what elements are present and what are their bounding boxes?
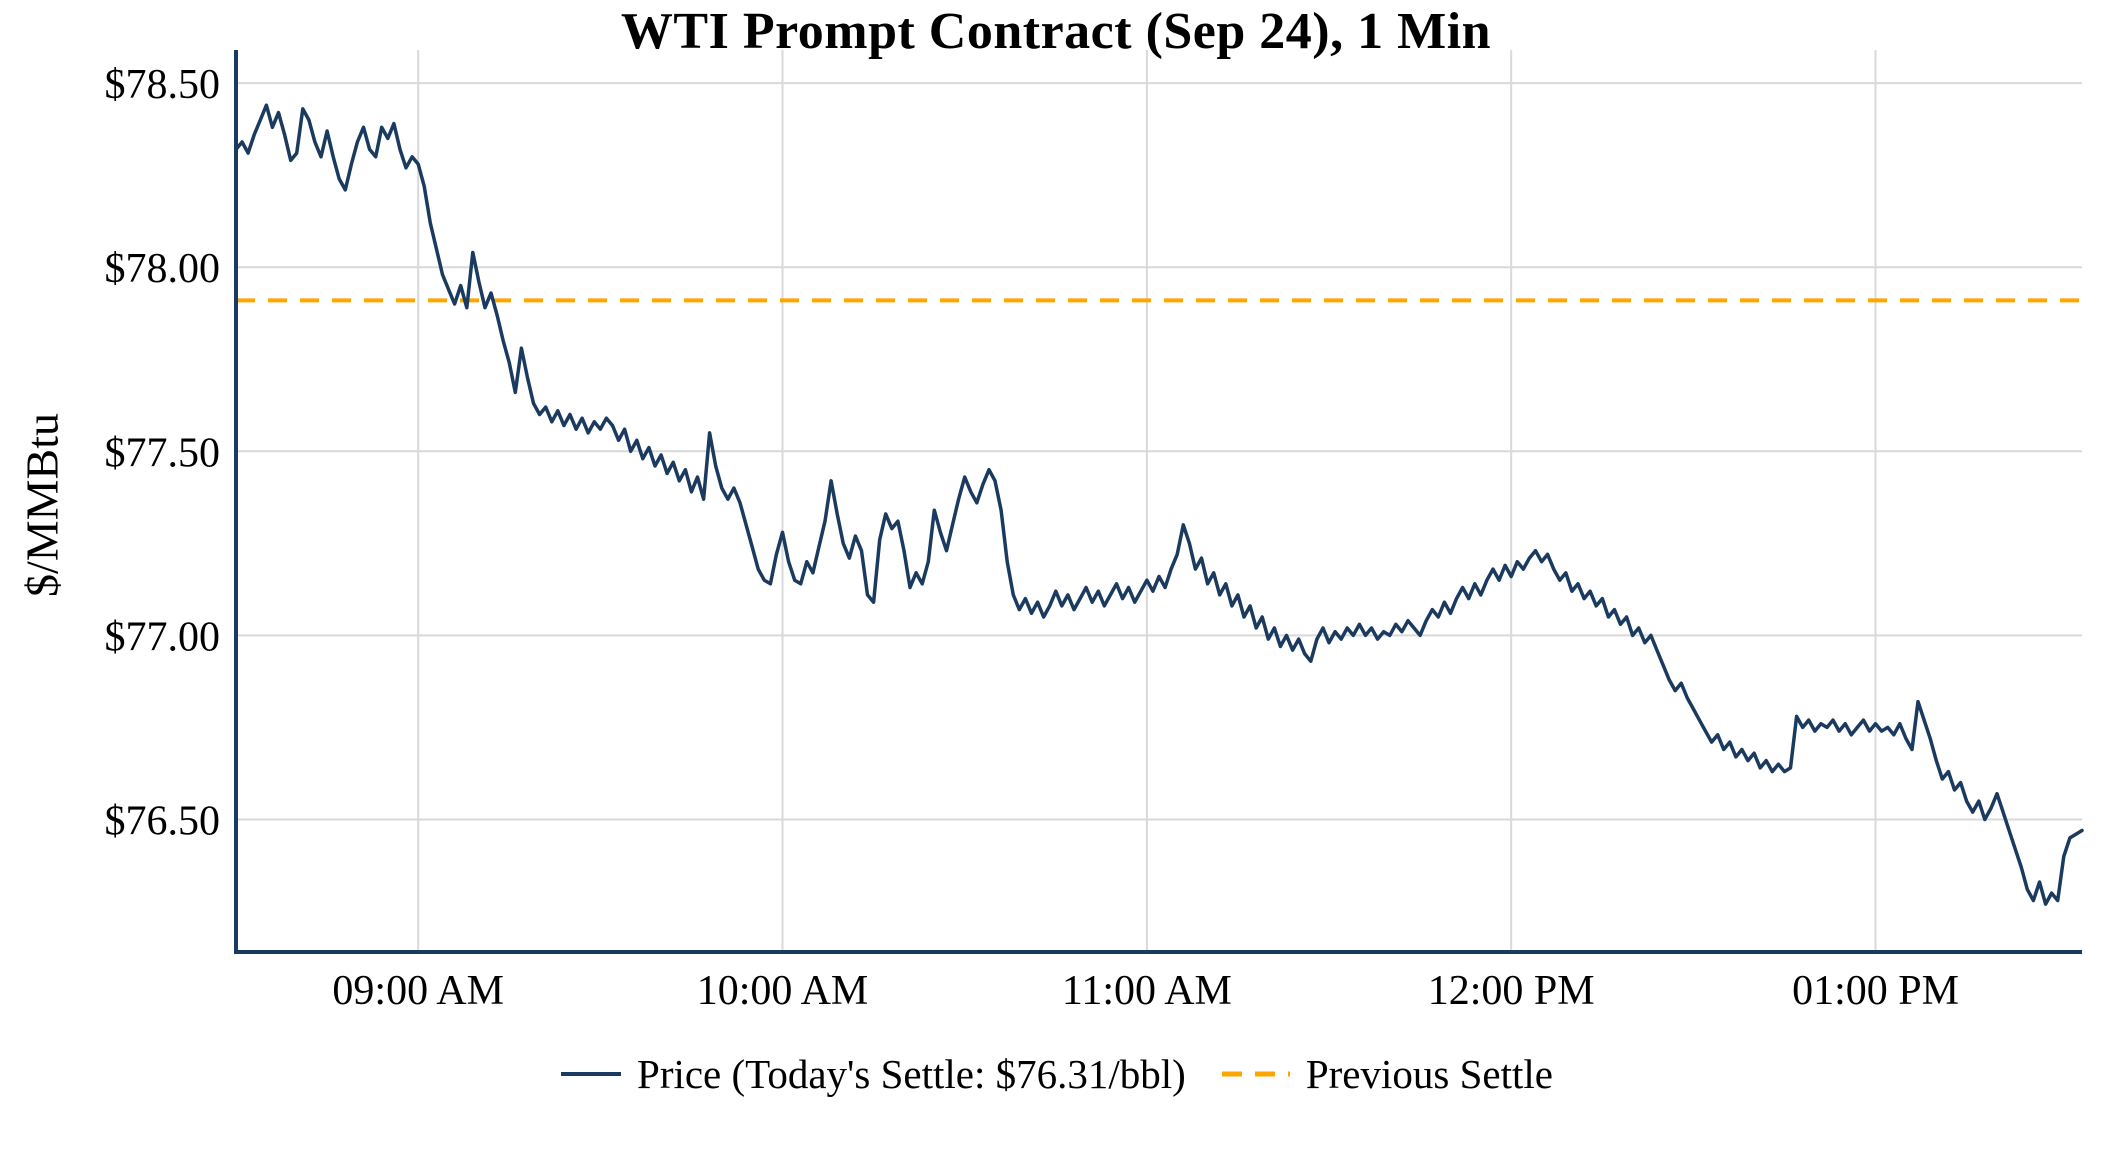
price-line-swatch-icon [561, 1072, 622, 1076]
y-tick-label: $78.00 [105, 246, 221, 292]
previous-settle-line-swatch-icon [1221, 1071, 1290, 1077]
chart-title: WTI Prompt Contract (Sep 24), 1 Min [620, 3, 1492, 60]
price-line [234, 103, 2084, 906]
y-tick-label: $78.50 [105, 62, 221, 108]
x-tick-label: 10:00 AM [697, 968, 869, 1014]
legend-item-price: Price (Today's Settle: $76.31/bbl) [559, 1050, 1186, 1098]
x-tick-label: 12:00 PM [1428, 968, 1595, 1014]
legend: Price (Today's Settle: $76.31/bbl) Previ… [0, 1050, 2112, 1098]
legend-previous-settle-label: Previous Settle [1305, 1051, 1553, 1097]
x-tick-label: 01:00 PM [1792, 968, 1959, 1014]
x-tick-label: 11:00 AM [1062, 968, 1232, 1014]
legend-price-label: Price (Today's Settle: $76.31/bbl) [637, 1051, 1186, 1097]
y-tick-label: $77.50 [105, 430, 221, 476]
legend-item-previous-settle: Previous Settle [1220, 1050, 1553, 1098]
y-tick-label: $76.50 [105, 799, 221, 845]
y-tick-label: $77.00 [105, 614, 221, 660]
x-tick-label: 09:00 AM [332, 968, 504, 1014]
